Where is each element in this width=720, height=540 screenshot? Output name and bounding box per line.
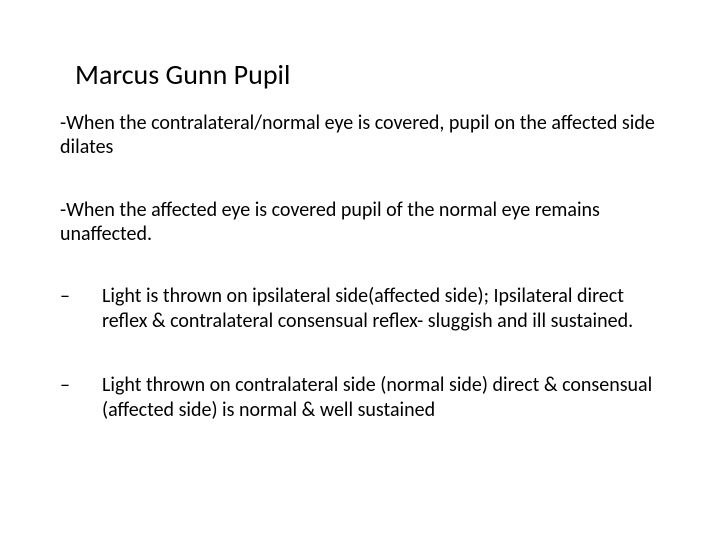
bullet-text: Light is thrown on ipsilateral side(affe… (102, 284, 660, 333)
slide-title: Marcus Gunn Pupil (75, 60, 665, 91)
bullet-item-2: – Light thrown on contralateral side (no… (55, 373, 665, 422)
paragraph-2: -When the affected eye is covered pupil … (55, 198, 665, 247)
bullet-text: Light thrown on contralateral side (norm… (102, 373, 660, 422)
bullet-dash-icon: – (60, 373, 102, 397)
bullet-item-1: – Light is thrown on ipsilateral side(af… (55, 284, 665, 333)
paragraph-1: -When the contralateral/normal eye is co… (55, 111, 665, 160)
bullet-dash-icon: – (60, 284, 102, 308)
